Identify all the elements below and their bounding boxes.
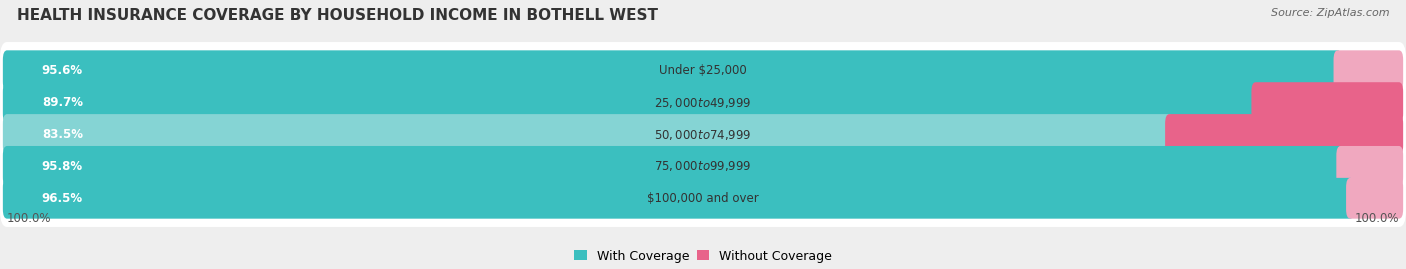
FancyBboxPatch shape [3, 82, 1260, 123]
Text: 83.5%: 83.5% [42, 128, 83, 141]
FancyBboxPatch shape [1333, 50, 1403, 91]
FancyBboxPatch shape [0, 169, 1406, 227]
Text: 100.0%: 100.0% [7, 211, 52, 225]
Text: $100,000 and over: $100,000 and over [647, 192, 759, 205]
Text: $75,000 to $99,999: $75,000 to $99,999 [654, 159, 752, 174]
Text: Source: ZipAtlas.com: Source: ZipAtlas.com [1271, 8, 1389, 18]
Legend: With Coverage, Without Coverage: With Coverage, Without Coverage [574, 250, 832, 263]
Text: Under $25,000: Under $25,000 [659, 64, 747, 77]
FancyBboxPatch shape [0, 138, 1406, 195]
FancyBboxPatch shape [1251, 82, 1403, 123]
Text: HEALTH INSURANCE COVERAGE BY HOUSEHOLD INCOME IN BOTHELL WEST: HEALTH INSURANCE COVERAGE BY HOUSEHOLD I… [17, 8, 658, 23]
FancyBboxPatch shape [1166, 114, 1403, 155]
FancyBboxPatch shape [3, 146, 1344, 187]
Text: $25,000 to $49,999: $25,000 to $49,999 [654, 95, 752, 110]
FancyBboxPatch shape [3, 50, 1341, 91]
Text: 95.6%: 95.6% [42, 64, 83, 77]
FancyBboxPatch shape [1336, 146, 1403, 187]
FancyBboxPatch shape [0, 106, 1406, 163]
Text: 95.8%: 95.8% [42, 160, 83, 173]
FancyBboxPatch shape [3, 178, 1354, 219]
FancyBboxPatch shape [1346, 178, 1403, 219]
FancyBboxPatch shape [0, 42, 1406, 100]
FancyBboxPatch shape [0, 74, 1406, 131]
Text: $50,000 to $74,999: $50,000 to $74,999 [654, 128, 752, 141]
Text: 100.0%: 100.0% [1354, 211, 1399, 225]
Text: 89.7%: 89.7% [42, 96, 83, 109]
Text: 96.5%: 96.5% [42, 192, 83, 205]
FancyBboxPatch shape [3, 114, 1174, 155]
